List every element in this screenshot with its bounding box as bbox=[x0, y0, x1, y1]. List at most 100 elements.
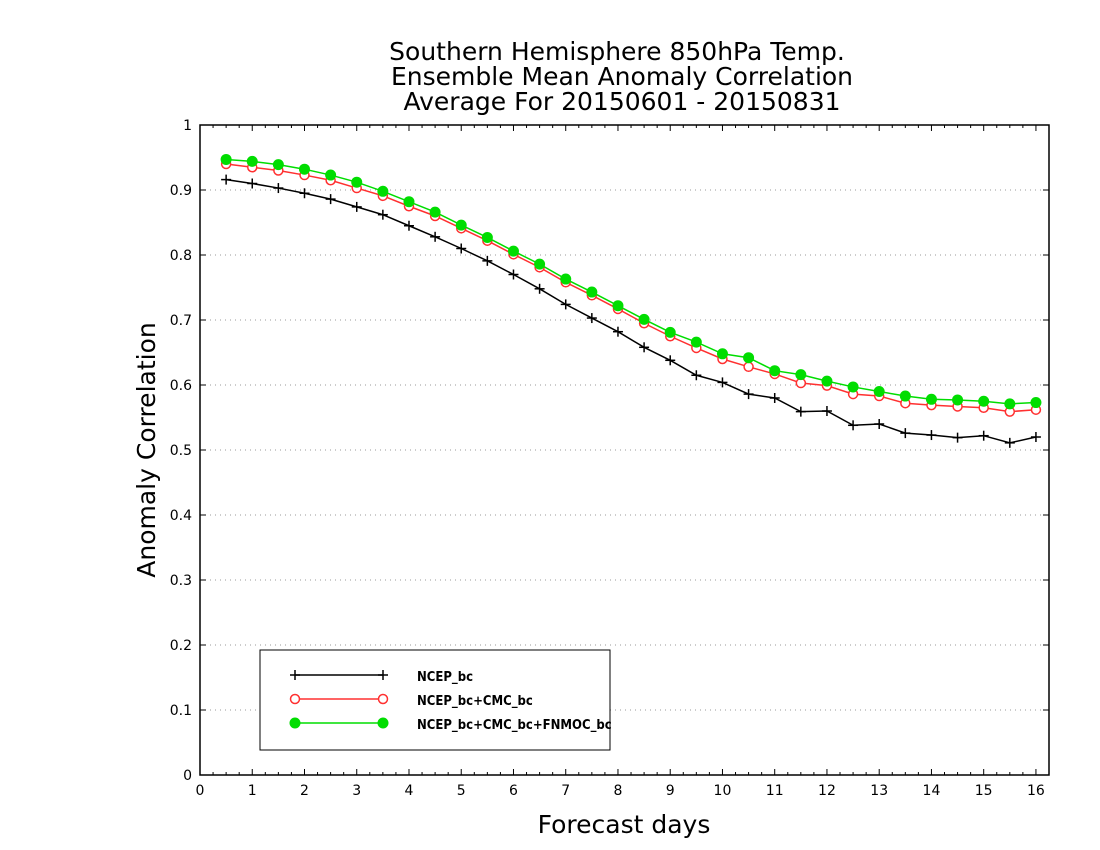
y-tick-label: 0.5 bbox=[170, 443, 192, 459]
data-point bbox=[247, 178, 258, 189]
data-point bbox=[455, 219, 467, 231]
data-point bbox=[481, 231, 493, 243]
data-point bbox=[586, 313, 597, 324]
x-tick-label: 7 bbox=[561, 783, 570, 799]
data-point bbox=[429, 206, 441, 218]
x-tick-label: 14 bbox=[923, 783, 941, 799]
data-point bbox=[769, 365, 781, 377]
series-line bbox=[226, 163, 1036, 413]
data-point bbox=[952, 432, 963, 443]
data-point bbox=[716, 348, 728, 360]
data-point bbox=[691, 370, 702, 381]
grid-lines bbox=[200, 189, 1049, 711]
data-point bbox=[795, 369, 807, 381]
data-point bbox=[639, 342, 650, 353]
data-point bbox=[638, 313, 650, 325]
data-point bbox=[1030, 432, 1041, 442]
data-point bbox=[456, 243, 467, 254]
data-point bbox=[507, 245, 519, 257]
x-tick-label: 15 bbox=[975, 783, 993, 799]
data-point bbox=[690, 336, 702, 348]
data-point bbox=[325, 169, 337, 181]
y-tick-label: 0.3 bbox=[170, 573, 192, 589]
series-layer bbox=[220, 153, 1042, 448]
data-point bbox=[560, 273, 572, 285]
data-point bbox=[560, 299, 571, 310]
data-point bbox=[272, 159, 284, 171]
data-point bbox=[246, 155, 258, 167]
data-point bbox=[743, 361, 754, 373]
x-tick-label: 2 bbox=[300, 783, 309, 799]
legend-marker bbox=[290, 670, 300, 680]
legend-box bbox=[259, 649, 611, 751]
data-point bbox=[377, 209, 388, 220]
data-point bbox=[665, 355, 676, 366]
series-0 bbox=[221, 174, 1041, 448]
legend-marker bbox=[378, 670, 388, 680]
data-point bbox=[482, 255, 493, 266]
x-tick-label: 13 bbox=[870, 783, 888, 799]
y-tick-label: 0.6 bbox=[170, 378, 192, 394]
legend-marker bbox=[377, 693, 389, 705]
legend-label-ncep-cmc-fnmoc: NCEP_bc+CMC_bc+FNMOC_bc bbox=[417, 718, 612, 733]
y-axis-label: Anomaly Correlation bbox=[132, 322, 161, 577]
data-point bbox=[377, 185, 389, 197]
y-tick-label: 0.2 bbox=[170, 638, 192, 654]
y-tick-label: 0.1 bbox=[170, 703, 192, 719]
data-point bbox=[952, 394, 964, 406]
data-point bbox=[586, 286, 598, 298]
legend: NCEP_bc NCEP_bc+CMC_bc NCEP_bc+CMC_bc+FN… bbox=[259, 649, 612, 751]
data-point bbox=[978, 430, 989, 441]
series-line bbox=[226, 158, 1036, 405]
legend-marker bbox=[289, 717, 301, 729]
y-tick-label: 0.8 bbox=[170, 248, 192, 264]
legend-label-ncep: NCEP_bc bbox=[417, 670, 473, 685]
data-point bbox=[873, 386, 885, 397]
data-point bbox=[925, 393, 937, 405]
data-point bbox=[874, 419, 885, 429]
data-point bbox=[403, 220, 414, 231]
data-point bbox=[717, 377, 728, 388]
x-tick-label: 12 bbox=[818, 783, 836, 799]
data-point bbox=[351, 201, 362, 212]
legend-marker bbox=[377, 717, 389, 729]
series-1 bbox=[220, 158, 1042, 417]
chart-title: Southern Hemisphere 850hPa Temp. Ensembl… bbox=[389, 37, 853, 116]
data-point bbox=[821, 375, 833, 387]
x-tick-label: 0 bbox=[196, 783, 205, 799]
data-point bbox=[900, 428, 911, 439]
data-point bbox=[821, 406, 832, 416]
axis-ticks: 00.10.20.30.40.50.60.70.80.910 1 2 3 4 5 6 7 8 9 1… bbox=[170, 118, 1050, 799]
legend-sample-1 bbox=[289, 693, 389, 705]
x-tick-label: 1 bbox=[248, 783, 257, 799]
data-point bbox=[299, 188, 310, 199]
data-point bbox=[534, 283, 545, 294]
x-tick-label: 6 bbox=[509, 783, 518, 799]
y-tick-label: 1 bbox=[183, 118, 192, 134]
series-line bbox=[226, 178, 1037, 444]
data-point bbox=[612, 326, 623, 337]
x-tick-label: 4 bbox=[405, 783, 414, 799]
data-point bbox=[1004, 398, 1016, 410]
data-point bbox=[664, 326, 676, 338]
data-point bbox=[430, 231, 441, 242]
data-point bbox=[273, 183, 284, 194]
data-point bbox=[926, 430, 937, 441]
legend-label-ncep-cmc: NCEP_bc+CMC_bc bbox=[417, 694, 533, 709]
data-point bbox=[743, 389, 754, 400]
y-tick-label: 0 bbox=[183, 768, 192, 784]
legend-samples bbox=[289, 670, 389, 729]
data-point bbox=[403, 196, 415, 208]
y-tick-label: 0.7 bbox=[170, 313, 192, 329]
x-tick-label: 9 bbox=[666, 783, 675, 799]
data-point bbox=[298, 163, 310, 175]
legend-sample-2 bbox=[289, 717, 389, 729]
data-point bbox=[221, 174, 232, 185]
x-tick-label: 5 bbox=[457, 783, 466, 799]
data-point bbox=[325, 194, 336, 205]
data-point bbox=[508, 269, 519, 280]
x-tick-label: 3 bbox=[352, 783, 361, 799]
data-point bbox=[534, 258, 546, 270]
legend-sample-0 bbox=[290, 670, 388, 680]
